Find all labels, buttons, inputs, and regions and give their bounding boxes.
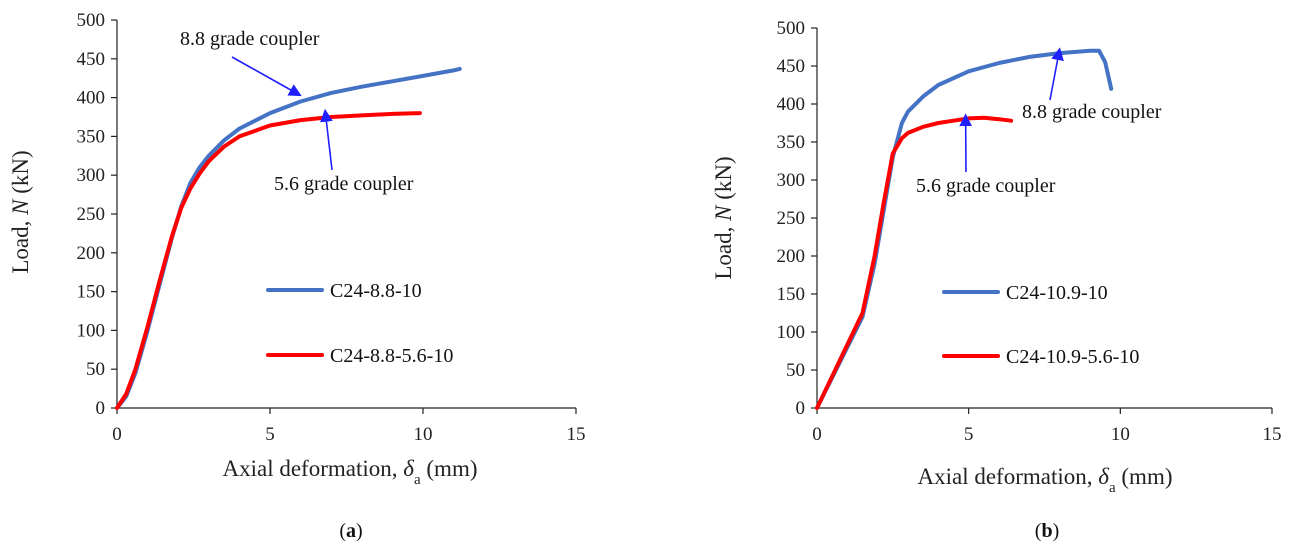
annotation-label: 5.6 grade coupler xyxy=(274,173,414,195)
y-tick-label: 50 xyxy=(86,359,105,380)
legend-label: C24-10.9-10 xyxy=(1006,282,1108,304)
x-tick-label: 10 xyxy=(414,424,433,445)
x-tick-label: 0 xyxy=(112,424,122,445)
y-tick-label: 0 xyxy=(96,398,106,419)
legend-label: C24-10.9-5.6-10 xyxy=(1006,346,1139,368)
annotation-arrow xyxy=(1049,47,1064,101)
x-axis-title: Axial deformation, δa (mm) xyxy=(918,464,1173,496)
annotation-label: 5.6 grade coupler xyxy=(916,175,1056,197)
y-tick-label: 500 xyxy=(77,10,106,31)
y-tick-label: 400 xyxy=(77,88,106,109)
y-tick-label: 250 xyxy=(77,204,106,225)
annotation-arrow xyxy=(320,108,333,171)
x-axis-title: Axial deformation, δa (mm) xyxy=(223,456,478,488)
chart-panel-a: 0 50 100 150 200 250 300 350 400 450 500 0 5 10 15 8.8 … xyxy=(8,10,586,542)
series-line-C24-10.9-5.6-10 xyxy=(815,115,1014,410)
panel-label: (b) xyxy=(1035,520,1059,542)
panel-label: (a) xyxy=(339,520,362,542)
y-tick-label: 500 xyxy=(777,18,806,39)
y-tick-label: 250 xyxy=(777,208,806,229)
y-tick-label: 300 xyxy=(77,165,106,186)
x-tick-label: 5 xyxy=(265,424,275,445)
legend-label: C24-8.8-10 xyxy=(330,280,422,302)
annotation-label: 8.8 grade coupler xyxy=(180,28,320,50)
x-tick-label: 5 xyxy=(964,424,974,445)
y-tick-label: 200 xyxy=(777,246,806,267)
y-tick-label: 150 xyxy=(777,284,806,305)
y-tick-label: 350 xyxy=(777,132,806,153)
x-tick-label: 10 xyxy=(1111,424,1130,445)
y-tick-label: 100 xyxy=(777,322,806,343)
x-tick-label: 15 xyxy=(567,424,586,445)
y-tick-label: 450 xyxy=(77,49,106,70)
series-line-C24-8.8-5.6-10 xyxy=(115,111,422,410)
legend-label: C24-8.8-5.6-10 xyxy=(330,345,453,367)
y-axis-title: Load, N (kN) xyxy=(8,150,33,273)
y-tick-label: 300 xyxy=(777,170,806,191)
annotation-label: 8.8 grade coupler xyxy=(1022,101,1162,123)
y-tick-label: 100 xyxy=(77,320,106,341)
y-tick-label: 150 xyxy=(77,282,106,303)
y-tick-label: 0 xyxy=(796,398,806,419)
chart-panel-b: 0 50 100 150 200 250 300 350 400 450 500 0 5 10 15 8.8 … xyxy=(711,18,1282,542)
x-tick-label: 0 xyxy=(812,424,822,445)
y-tick-label: 50 xyxy=(786,360,805,381)
y-tick-label: 350 xyxy=(77,126,106,147)
annotation-arrow xyxy=(231,56,302,97)
y-tick-label: 400 xyxy=(777,94,806,115)
x-tick-label: 15 xyxy=(1263,424,1282,445)
y-tick-label: 200 xyxy=(77,243,106,264)
y-axis-title: Load, N (kN) xyxy=(711,156,736,279)
y-tick-label: 450 xyxy=(777,56,806,77)
